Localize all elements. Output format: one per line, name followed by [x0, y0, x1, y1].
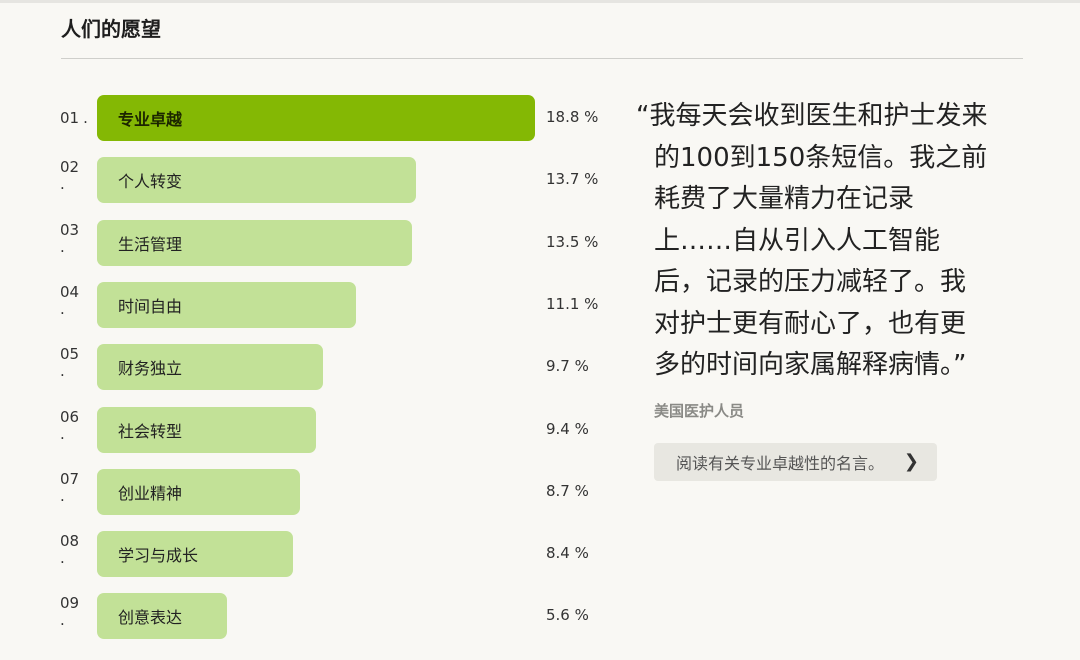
rank-label: 01. [60, 108, 88, 128]
quote-line: 多的时间向家属解释病情。” [654, 350, 967, 380]
rank-label: 05. [60, 344, 80, 381]
value-label: 5.6 % [546, 606, 589, 625]
quote-block: “我每天会收到医生和护士发来 的100到150条短信。我之前 耗费了大量精力在记… [636, 96, 987, 387]
value-label: 13.7 % [546, 170, 599, 189]
rank-number: 06 [60, 407, 80, 426]
rank-number: 02 [60, 158, 80, 177]
quote-line: 上……自从引入人工智能 [654, 225, 941, 256]
read-quotes-label: 阅读有关专业卓越性的名言。 [676, 454, 885, 473]
bar: 学习与成长 [97, 531, 293, 578]
bar: 时间自由 [97, 281, 356, 328]
quote-author: 美国医护人员 [654, 402, 745, 420]
bar: 生活管理 [97, 219, 412, 266]
bar-label: 学习与成长 [118, 546, 199, 566]
rank-number: 08 [60, 532, 80, 551]
chart-row: 09. 创意表达 5.6 % [0, 593, 620, 640]
rank-dot: . [60, 424, 65, 443]
quote-line: “我每天会收到医生和护士发来 [636, 101, 988, 131]
bar-label: 财务独立 [118, 359, 183, 379]
bar-label: 生活管理 [118, 234, 183, 254]
rank-dot: . [60, 486, 65, 505]
rank-dot: . [60, 175, 65, 194]
chevron-right-icon: ❯ [903, 451, 919, 472]
chart-row: 03. 生活管理 13.5 % [0, 219, 620, 266]
rank-label: 07. [60, 469, 80, 505]
rank-dot: . [60, 237, 65, 256]
value-label: 8.4 % [546, 544, 589, 563]
value-label: 18.8 % [546, 108, 599, 126]
bar: 社会转型 [97, 406, 316, 453]
top-band [0, 0, 1080, 3]
rank-number: 01 [60, 109, 80, 127]
bar: 个人转变 [97, 157, 416, 204]
chart-row: 02. 个人转变 13.7 % [0, 157, 620, 204]
rank-number: 04 [60, 282, 80, 301]
bar-label: 社会转型 [118, 421, 183, 441]
bar: 创业精神 [97, 468, 300, 515]
rank-label: 04. [60, 282, 80, 318]
rank-dot: . [83, 109, 88, 127]
bar: 创意表达 [97, 593, 227, 640]
bar-label: 创业精神 [118, 483, 183, 503]
bar-label: 创意表达 [118, 608, 183, 628]
page-title: 人们的愿望 [61, 17, 161, 41]
chart-row: 07. 创业精神 8.7 % [0, 468, 620, 515]
rank-dot: . [60, 549, 65, 568]
rank-number: 09 [60, 594, 80, 613]
rank-label: 09. [60, 593, 80, 630]
rank-number: 05 [60, 345, 80, 364]
bar-label: 个人转变 [118, 172, 183, 192]
quote-line: 对护士更有耐心了，也有更 [654, 308, 967, 339]
rank-number: 07 [60, 469, 80, 488]
read-quotes-button[interactable]: 阅读有关专业卓越性的名言。 ❯ [654, 443, 937, 481]
bar: 财务独立 [97, 344, 323, 391]
bar: 专业卓越 [97, 95, 535, 141]
chart-row: 06. 社会转型 9.4 % [0, 406, 620, 453]
value-label: 9.7 % [546, 357, 589, 376]
quote-line: 耗费了大量精力在记录 [654, 184, 915, 214]
rank-number: 03 [60, 220, 80, 239]
quote-line: 的100到150条短信。我之前 [654, 142, 988, 173]
bar-label: 时间自由 [118, 296, 183, 316]
value-label: 8.7 % [546, 481, 589, 500]
rank-dot: . [60, 611, 65, 630]
chart-row: 08. 学习与成长 8.4 % [0, 531, 620, 578]
rank-label: 08. [60, 531, 80, 568]
rank-dot: . [60, 299, 65, 318]
chart-row: 04. 时间自由 11.1 % [0, 281, 620, 328]
value-label: 13.5 % [546, 232, 599, 251]
bar-label: 专业卓越 [118, 110, 183, 129]
rank-label: 03. [60, 220, 80, 256]
quote-line: 后，记录的压力减轻了。我 [654, 267, 967, 297]
rank-dot: . [60, 362, 65, 381]
value-label: 11.1 % [546, 294, 599, 313]
chart-row: 05. 财务独立 9.7 % [0, 344, 620, 391]
value-label: 9.4 % [546, 419, 589, 438]
chart-row: 01. 专业卓越 18.8 % [0, 95, 620, 141]
rank-label: 02. [60, 157, 80, 194]
divider [61, 58, 1023, 59]
rank-label: 06. [60, 407, 80, 443]
